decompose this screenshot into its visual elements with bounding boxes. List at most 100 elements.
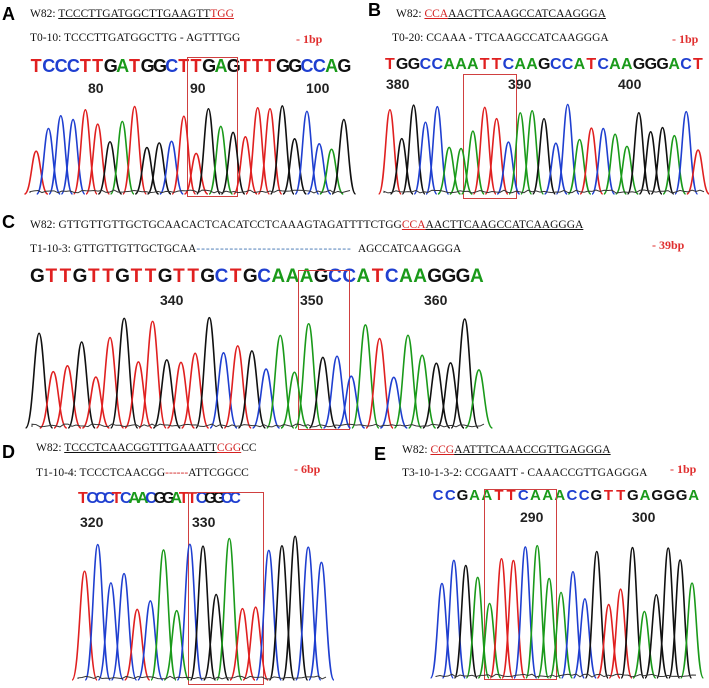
base-call: T (178, 56, 190, 76)
trace-peak (282, 138, 308, 195)
mutation-highlight-box (484, 489, 557, 680)
base-call: T (264, 56, 276, 76)
trace-peak (124, 361, 153, 429)
base-call: T (111, 490, 122, 507)
basecall-sequence: TCCCTCAACGGATTCGGCC (78, 490, 241, 508)
trace-peak (560, 570, 586, 679)
wt-pam: TGG (210, 8, 234, 20)
base-call: G (288, 56, 303, 76)
mut-seq-tail: AGCCATCAAGGGA (357, 243, 462, 255)
base-call: A (467, 56, 479, 73)
base-call: T (102, 266, 114, 287)
wt-target-rest: AACTTCAAGCCATCAAGGGA (425, 219, 584, 231)
deletion-label: - 6bp (294, 462, 321, 476)
trace-peak (229, 607, 256, 681)
panel-label: E (374, 444, 387, 464)
base-call: G (656, 56, 669, 73)
trace-peak (537, 577, 562, 679)
trace-peak (379, 376, 409, 429)
wt-prefix: W82: (402, 444, 431, 456)
position-label: 340 (160, 292, 184, 308)
base-call: G (157, 266, 173, 287)
trace-peak (137, 600, 164, 681)
trace-peak (209, 352, 238, 429)
trace-peak (84, 543, 112, 681)
base-call: A (356, 266, 371, 287)
chromatogram-trace (429, 544, 705, 679)
base-call: G (30, 266, 45, 287)
mutation-highlight-box (187, 57, 238, 197)
base-call: T (187, 490, 198, 507)
base-call: A (299, 266, 314, 287)
trace-peak (281, 535, 309, 681)
trace-peak (202, 593, 230, 681)
base-call: C (549, 56, 562, 73)
base-call: T (129, 56, 141, 76)
base-call: A (470, 266, 484, 287)
base-call: G (202, 56, 217, 76)
base-call: G (395, 56, 409, 73)
trace-peak (393, 334, 423, 429)
trace-peak (97, 140, 123, 195)
wildtype-sequence: W82: CCGAATTTCAAACCGTTGAGGGA (402, 444, 611, 456)
chromatogram-trace (23, 105, 357, 195)
mut-prefix: T0-10: (30, 32, 64, 44)
base-call: C (502, 56, 515, 73)
trace-peak (591, 127, 616, 195)
base-call: G (242, 266, 258, 287)
base-call: A (609, 56, 621, 73)
base-call: G (651, 487, 664, 504)
wt-pam: CCG (430, 444, 455, 456)
trace-peak (389, 137, 414, 195)
base-call: T (79, 56, 91, 76)
trace-peak (39, 370, 68, 429)
position-label: 390 (508, 76, 532, 92)
base-call: G (590, 487, 603, 504)
trace-peak (377, 108, 402, 195)
position-label: 300 (632, 509, 656, 525)
position-label: 320 (80, 514, 104, 530)
deletion-label: - 1bp (296, 32, 323, 46)
base-call: T (616, 487, 626, 504)
trace-peak (35, 127, 61, 195)
position-label: 80 (88, 80, 104, 96)
deleted-region-dashes: ------ (165, 467, 189, 479)
deletion-label: - 1bp (670, 462, 697, 476)
wildtype-sequence: W82: CCAAACTTCAAGCCATCAAGGGA (396, 8, 606, 20)
base-call: C (300, 56, 314, 76)
base-call: G (407, 56, 421, 73)
trace-peak (183, 152, 209, 195)
trace-peak (294, 322, 323, 429)
base-call: A (170, 490, 183, 507)
base-call: G (72, 266, 88, 287)
base-call: T (692, 56, 703, 73)
panel-label: D (2, 442, 15, 462)
base-call: C (419, 56, 432, 73)
base-call: G (537, 56, 551, 73)
base-call: T (178, 490, 189, 507)
base-call: A (621, 56, 633, 73)
trace-peak (72, 109, 98, 195)
trace-peak (23, 150, 49, 195)
base-call: T (78, 490, 88, 507)
base-call: A (573, 56, 586, 73)
wt-prefix: W82: (36, 442, 65, 454)
base-call: T (506, 487, 516, 504)
base-call: C (86, 490, 98, 507)
wt-target: GTTGTTGTTGCTGCAACACTCACATCCTCAAAGTAGATTT… (58, 219, 402, 231)
base-call: A (128, 490, 140, 507)
trace-peak (189, 545, 217, 681)
trace-peak (216, 537, 243, 681)
wt-target: TCCCTCAACGGTTTGAAATT (64, 442, 217, 454)
trace-peak (614, 145, 640, 195)
base-call: C (229, 490, 241, 507)
base-call: A (399, 266, 413, 287)
trace-peak (176, 543, 204, 681)
base-call: A (325, 56, 339, 76)
base-call: T (144, 266, 157, 287)
trace-peak (608, 588, 633, 679)
base-call: C (444, 487, 456, 504)
chromatogram-trace (377, 103, 709, 195)
base-call: T (229, 266, 242, 287)
base-call: C (680, 56, 692, 73)
